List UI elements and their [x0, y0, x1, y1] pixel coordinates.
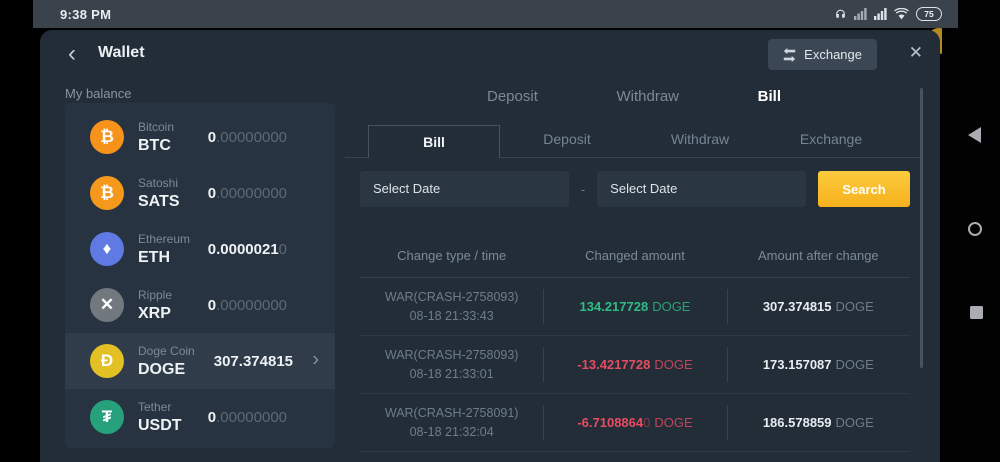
coin-ticker: USDT [138, 416, 182, 434]
coin-name: Ethereum [138, 231, 191, 246]
main-tabs: Deposit Withdraw Bill [487, 88, 781, 105]
table-header-divider [360, 277, 910, 278]
status-bar: 9:38 PM 75 [33, 0, 958, 28]
coin-balance: 0.00000000 [207, 408, 287, 426]
col-change-type: Change type / time [397, 248, 507, 263]
changed-amount: -13.4217728 DOGE [577, 357, 693, 372]
coin-name: Ripple [138, 287, 173, 302]
coin-list: ₿ Bitcoin BTC 0.00000000 ₿ Satoshi SATS … [65, 103, 335, 448]
wallet-window: ‹ Wallet Exchange ✕ My balance ₿ Bitcoin… [40, 30, 940, 462]
amount-after-change: 173.157087 DOGE [762, 357, 874, 372]
coin-name: Tether [138, 399, 172, 414]
exchange-button[interactable]: Exchange [768, 39, 877, 70]
nav-back-icon[interactable] [968, 127, 981, 143]
coin-row-doge[interactable]: Ð Doge Coin DOGE 307.374815 › [65, 333, 335, 389]
table-header: Change type / time Changed amount Amount… [360, 248, 910, 263]
tab-withdraw[interactable]: Withdraw [616, 88, 680, 105]
subtab-divider [345, 157, 920, 158]
coin-balance: 0.00000210 [207, 240, 287, 258]
changed-amount: 134.217728 DOGE [579, 299, 691, 314]
change-time: 08-18 21:32:04 [409, 424, 494, 439]
change-type: WAR(CRASH-2758091) [384, 405, 519, 420]
coin-ticker: BTC [138, 136, 171, 154]
tab-bill[interactable]: Bill [757, 88, 781, 105]
col-amount-after: Amount after change [757, 248, 879, 263]
chevron-right-icon: › [312, 348, 319, 371]
change-time: 08-18 21:33:01 [409, 366, 494, 381]
coin-balance: 0.00000000 [207, 128, 287, 146]
scrollbar[interactable] [920, 88, 923, 368]
subtab-withdraw[interactable]: Withdraw [670, 131, 730, 147]
date-to-input[interactable]: Select Date [597, 171, 806, 207]
amount-after-change: 307.374815 DOGE [762, 299, 874, 314]
filter-row: Select Date - Select Date Search [360, 171, 910, 207]
usdt-icon: ₮ [90, 400, 124, 434]
android-nav-bar [942, 0, 1000, 462]
xrp-icon: ✕ [90, 288, 124, 322]
coin-row-usdt[interactable]: ₮ Tether USDT 0.00000000 [65, 389, 335, 445]
changed-amount: -6.71088640 DOGE [577, 415, 693, 430]
coin-name: Bitcoin [138, 119, 175, 134]
change-type: WAR(CRASH-2758093) [384, 347, 519, 362]
coin-balance: 307.374815 [213, 352, 293, 370]
table-row: WAR(CRASH-2758093) 08-18 21:33:43 134.21… [360, 278, 910, 336]
page-title: Wallet [98, 44, 145, 61]
signal-icon [874, 8, 887, 20]
coin-row-eth[interactable]: ♦ Ethereum ETH 0.00000210 [65, 221, 335, 277]
search-button[interactable]: Search [818, 171, 910, 207]
coin-ticker: DOGE [138, 360, 186, 378]
doge-icon: Ð [90, 344, 124, 378]
eth-icon: ♦ [90, 232, 124, 266]
nav-recents-icon[interactable] [970, 306, 983, 319]
subtab-bill[interactable]: Bill [368, 125, 500, 158]
coin-ticker: ETH [138, 248, 170, 266]
table-body: WAR(CRASH-2758093) 08-18 21:33:43 134.21… [360, 278, 910, 452]
coin-name: Satoshi [138, 175, 179, 190]
swap-arrows-icon [783, 47, 796, 62]
coin-row-xrp[interactable]: ✕ Ripple XRP 0.00000000 [65, 277, 335, 333]
nav-home-icon[interactable] [968, 222, 982, 236]
coin-balance: 0.00000000 [207, 296, 287, 314]
coin-balance: 0.00000000 [207, 184, 287, 202]
table-row: WAR(CRASH-2758091) 08-18 21:32:04 -6.710… [360, 394, 910, 452]
amount-after-change: 186.578859 DOGE [762, 415, 874, 430]
close-icon[interactable]: ✕ [908, 43, 923, 62]
headset-icon [836, 9, 845, 18]
change-type: WAR(CRASH-2758093) [384, 289, 519, 304]
coin-ticker: SATS [138, 192, 180, 210]
date-from-input[interactable]: Select Date [360, 171, 569, 207]
coin-ticker: XRP [138, 304, 171, 322]
table-row: WAR(CRASH-2758093) 08-18 21:33:01 -13.42… [360, 336, 910, 394]
coin-row-btc[interactable]: ₿ Bitcoin BTC 0.00000000 [65, 109, 335, 165]
change-time: 08-18 21:33:43 [409, 308, 494, 323]
coin-name: Doge Coin [138, 343, 195, 358]
wifi-icon [894, 8, 909, 20]
back-button[interactable]: ‹ [68, 40, 76, 67]
signal-icon [854, 8, 867, 20]
subtab-deposit[interactable]: Deposit [543, 131, 591, 147]
col-changed-amount: Changed amount [585, 248, 685, 263]
exchange-button-label: Exchange [804, 47, 862, 62]
btc-icon: ₿ [90, 120, 124, 154]
battery-icon: 75 [916, 7, 942, 21]
coin-row-sats[interactable]: ₿ Satoshi SATS 0.00000000 [65, 165, 335, 221]
balance-section-title: My balance [65, 86, 132, 101]
date-range-separator: - [580, 181, 586, 197]
sats-icon: ₿ [90, 176, 124, 210]
clock: 9:38 PM [60, 6, 112, 22]
tab-deposit[interactable]: Deposit [487, 88, 538, 105]
subtab-exchange[interactable]: Exchange [799, 131, 863, 147]
